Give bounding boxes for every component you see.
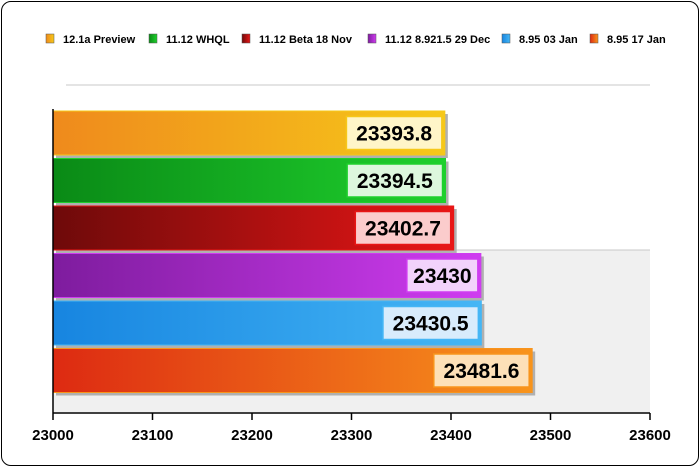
value-label-box <box>354 210 452 246</box>
x-tick-label: 23400 <box>430 427 472 444</box>
legend-label: 8.95 03 Jan <box>519 34 578 46</box>
x-axis: 23000 23100 23200 23300 23400 23500 23600 <box>32 413 671 444</box>
legend-label: 11.12 WHQL <box>166 34 230 46</box>
value-label-box <box>345 115 443 151</box>
value-label: 23394.5 <box>357 170 433 193</box>
legend-swatch <box>241 33 251 44</box>
value-label: 23393.8 <box>356 123 432 146</box>
value-label: 23430.5 <box>393 313 469 336</box>
legend-swatch <box>589 33 599 44</box>
x-tick-label: 23000 <box>32 427 74 444</box>
legend-label: 11.12 8.921.5 29 Dec <box>385 34 490 46</box>
x-tick-label: 23500 <box>530 427 572 444</box>
legend-swatch <box>148 33 158 44</box>
value-label: 23430 <box>413 265 471 288</box>
x-tick-label: 23100 <box>132 427 174 444</box>
legend-swatch <box>501 33 511 44</box>
legend-label: 8.95 17 Jan <box>607 34 666 46</box>
x-tick-label: 23300 <box>331 427 373 444</box>
legend-label: 12.1a Preview <box>63 34 136 46</box>
value-label-box <box>433 353 530 388</box>
value-label: 23481.6 <box>444 360 520 383</box>
value-label-box <box>406 258 479 293</box>
legend-swatch <box>367 33 377 44</box>
value-label: 23402.7 <box>365 218 441 241</box>
legend: 12.1a Preview 11.12 WHQL 11.12 Beta 18 Nov… <box>45 33 666 46</box>
value-label-box <box>346 163 444 198</box>
bars-group: 23393.8 23394.5 23402.7 23430 23430.5 23481.6 <box>52 110 536 396</box>
x-tick-label: 23600 <box>629 427 671 444</box>
value-label-box <box>382 305 480 341</box>
x-tick-label: 23200 <box>231 427 273 444</box>
legend-swatch <box>45 33 55 44</box>
legend-label: 11.12 Beta 18 Nov <box>259 34 353 46</box>
